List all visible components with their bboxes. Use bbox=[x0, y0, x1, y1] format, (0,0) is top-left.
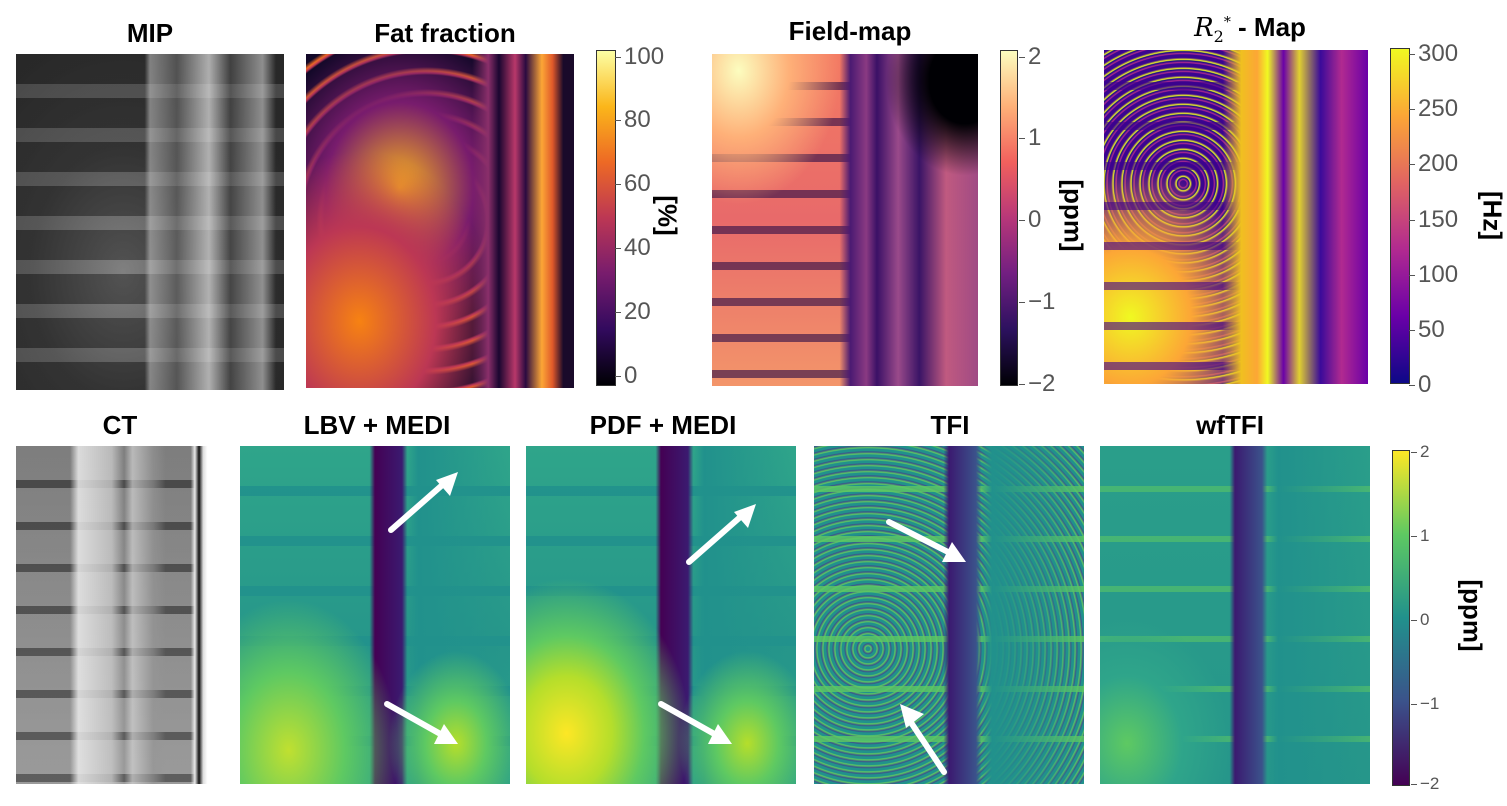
r2-tick-250: 250 bbox=[1408, 95, 1459, 122]
fat-fraction-title: Fat fraction bbox=[374, 18, 516, 48]
field-tick-2: 2 bbox=[1018, 43, 1042, 70]
r2-colorbar bbox=[1390, 48, 1410, 384]
fat-tick-20: 20 bbox=[615, 298, 651, 325]
field-tick-m1: −1 bbox=[1018, 288, 1056, 315]
r2-rest: - Map bbox=[1230, 12, 1306, 42]
qsm-colorbar-label: [ppm] bbox=[1457, 579, 1488, 652]
field-tick-m2: −2 bbox=[1018, 370, 1056, 397]
fat-tick-80: 80 bbox=[615, 106, 651, 133]
pdf-arrow-lower bbox=[658, 701, 732, 744]
fat-tick-0: 0 bbox=[614, 362, 638, 389]
fat-tick-100: 100 bbox=[614, 43, 665, 70]
r2-map-image bbox=[1104, 50, 1368, 384]
pdf-medi-title: PDF + MEDI bbox=[589, 410, 737, 440]
r2-sup: * bbox=[1223, 14, 1231, 31]
tfi-arrow-upper bbox=[886, 519, 966, 562]
lbv-medi-image bbox=[240, 446, 510, 784]
lbv-arrow-lower bbox=[384, 701, 458, 744]
lbv-arrow-upper bbox=[388, 472, 458, 533]
pdf-medi-image bbox=[526, 446, 796, 784]
fat-tick-60: 60 bbox=[615, 170, 651, 197]
ct-title: CT bbox=[102, 410, 138, 440]
fat-fraction-image bbox=[306, 54, 574, 388]
r2-map-title: R2* - Map bbox=[1170, 12, 1330, 46]
field-colorbar bbox=[1000, 50, 1018, 386]
r2-tick-300: 300 bbox=[1408, 40, 1459, 67]
fat-colorbar-label: [%] bbox=[652, 195, 683, 236]
r2-tick-150: 150 bbox=[1408, 206, 1459, 233]
ct-image bbox=[16, 446, 224, 784]
lbv-medi-title: LBV + MEDI bbox=[303, 410, 451, 440]
tfi-image bbox=[814, 446, 1084, 784]
mip-title: MIP bbox=[126, 18, 174, 48]
field-map-image bbox=[712, 54, 978, 386]
fat-tick-40: 40 bbox=[615, 234, 651, 261]
r2-tick-50: 50 bbox=[1409, 316, 1445, 343]
qsm-tick-m2: −2 bbox=[1410, 774, 1440, 793]
qsm-tick-0: 0 bbox=[1410, 610, 1430, 629]
qsm-tick-2: 2 bbox=[1410, 442, 1430, 461]
r2-tick-100: 100 bbox=[1408, 261, 1459, 288]
r2-tick-0: 0 bbox=[1408, 371, 1432, 398]
field-colorbar-label: [ppm] bbox=[1058, 179, 1089, 252]
r2-sub: 2 bbox=[1213, 27, 1224, 47]
fat-colorbar bbox=[596, 50, 616, 386]
field-tick-1: 1 bbox=[1018, 124, 1042, 151]
tfi-arrow-lower bbox=[900, 704, 947, 775]
wftfi-title: wfTFI bbox=[1196, 410, 1264, 440]
field-map-title: Field-map bbox=[788, 16, 912, 46]
r2-colorbar-label: [Hz] bbox=[1477, 190, 1507, 241]
tfi-title: TFI bbox=[930, 410, 970, 440]
qsm-tick-1: 1 bbox=[1410, 526, 1430, 545]
r2-symbol: R bbox=[1194, 13, 1214, 43]
r2-tick-200: 200 bbox=[1408, 150, 1459, 177]
wftfi-image bbox=[1100, 446, 1370, 784]
pdf-arrow-upper bbox=[686, 504, 756, 565]
qsm-tick-m1: −1 bbox=[1410, 694, 1440, 713]
qsm-colorbar bbox=[1392, 450, 1410, 786]
field-tick-0: 0 bbox=[1018, 206, 1042, 233]
mip-image bbox=[16, 54, 284, 390]
